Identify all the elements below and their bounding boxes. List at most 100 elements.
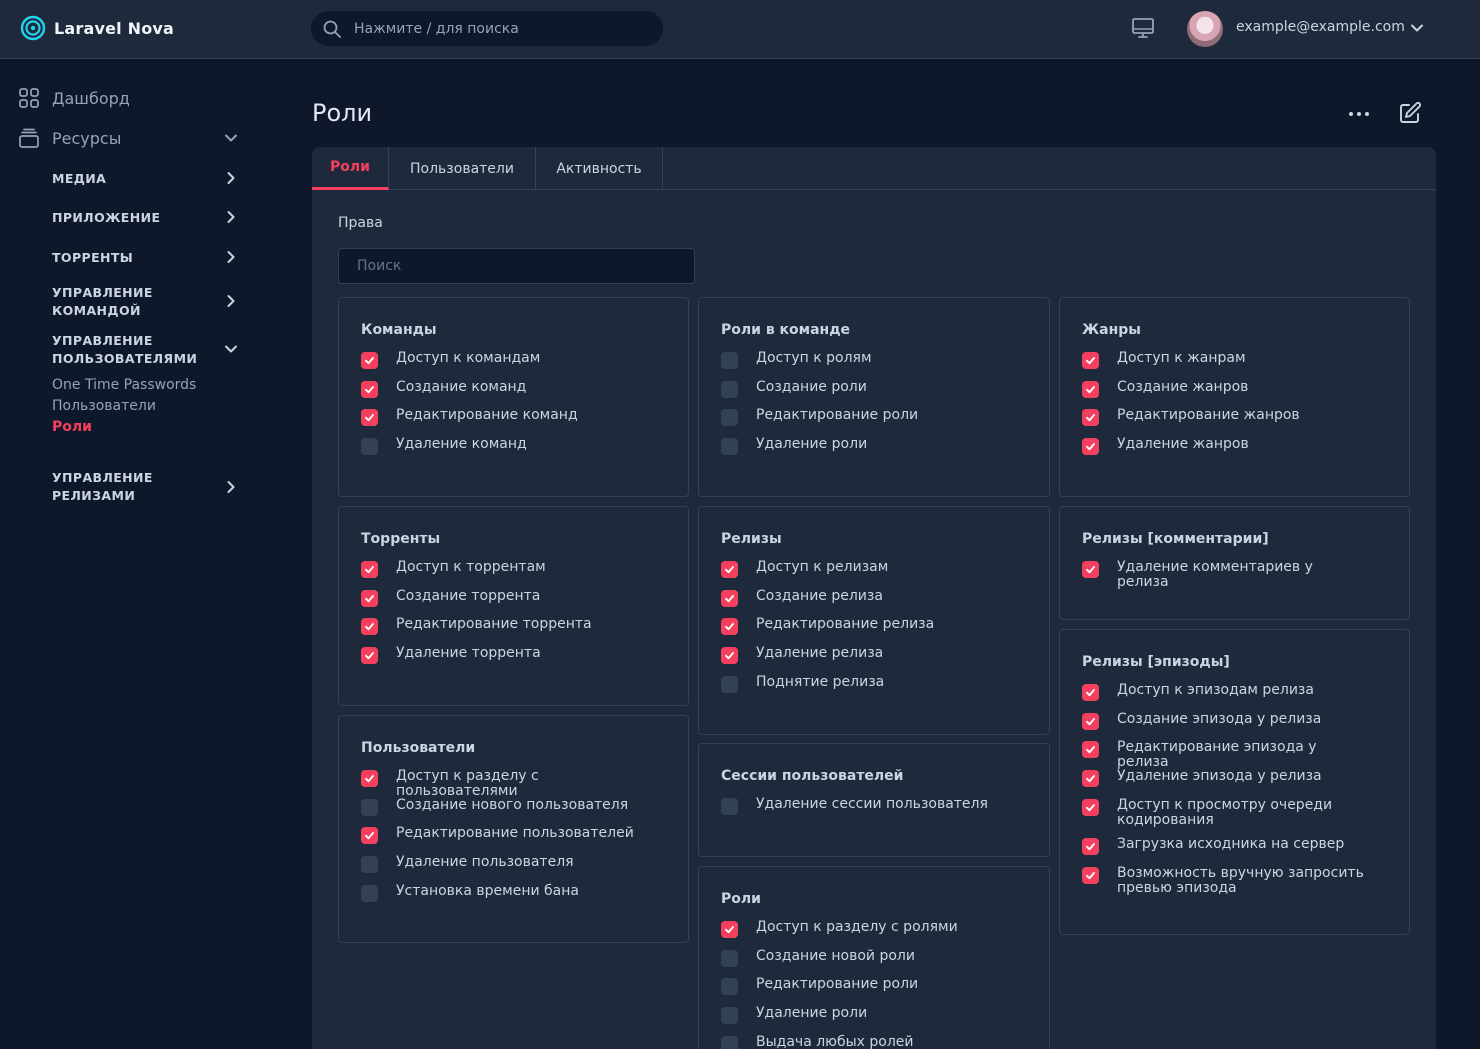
permission-item[interactable]: Редактирование торрента <box>361 617 646 636</box>
sidebar-item-roles[interactable]: Роли <box>52 419 92 435</box>
permission-checkbox[interactable] <box>721 1007 738 1025</box>
permission-checkbox[interactable] <box>721 352 738 369</box>
permission-checkbox[interactable] <box>1082 438 1099 456</box>
permission-checkbox[interactable] <box>1082 380 1099 398</box>
tab-activity[interactable]: Активность <box>536 147 663 190</box>
permission-item[interactable]: Доступ к разделу с пользователями <box>361 769 646 799</box>
sidebar-group-users[interactable]: УПРАВЛЕНИЕ ПОЛЬЗОВАТЕЛЯМИ <box>52 333 198 366</box>
permission-item[interactable]: Редактирование эпизода у релиза <box>1082 740 1367 770</box>
permission-checkbox[interactable] <box>361 856 378 874</box>
permission-checkbox[interactable] <box>721 380 738 398</box>
permission-item[interactable]: Загрузка исходника на сервер <box>1082 836 1367 855</box>
permission-item[interactable]: Редактирование команд <box>361 408 646 427</box>
permission-item[interactable]: Доступ к эпизодам релиза <box>1082 683 1367 701</box>
permission-checkbox[interactable] <box>361 647 378 665</box>
permission-item[interactable]: Выдача любых ролей <box>721 1034 1006 1049</box>
permission-item[interactable]: Доступ к торрентам <box>361 560 646 578</box>
permission-checkbox[interactable] <box>361 618 378 636</box>
permission-item[interactable]: Удаление пользователя <box>361 855 646 874</box>
permission-checkbox[interactable] <box>361 352 378 369</box>
permission-checkbox[interactable] <box>721 647 738 665</box>
permission-checkbox[interactable] <box>361 798 378 816</box>
permission-checkbox[interactable] <box>361 827 378 845</box>
chevron-right-icon[interactable] <box>224 171 238 185</box>
sidebar-group-app[interactable]: ПРИЛОЖЕНИЕ <box>52 210 161 225</box>
permission-checkbox[interactable] <box>1082 561 1099 578</box>
permission-checkbox[interactable] <box>361 884 378 902</box>
permission-item[interactable]: Удаление роли <box>721 1006 1006 1025</box>
permission-checkbox[interactable] <box>1082 712 1099 730</box>
permission-checkbox[interactable] <box>361 409 378 427</box>
app-logo[interactable]: Laravel Nova <box>20 15 174 41</box>
permission-item[interactable]: Редактирование роли <box>721 977 1006 996</box>
permission-item[interactable]: Редактирование релиза <box>721 617 1006 636</box>
permission-checkbox[interactable] <box>721 589 738 607</box>
sidebar-group-teams[interactable]: УПРАВЛЕНИЕ КОМАНДОЙ <box>52 285 153 318</box>
permission-item[interactable]: Удаление команд <box>361 437 646 456</box>
permission-item[interactable]: Создание релиза <box>721 588 1006 607</box>
permission-checkbox[interactable] <box>721 561 738 578</box>
permission-item[interactable]: Удаление комментариев у релиза <box>1082 560 1367 590</box>
permission-item[interactable]: Создание торрента <box>361 588 646 607</box>
permission-item[interactable]: Создание команд <box>361 379 646 398</box>
permission-checkbox[interactable] <box>721 409 738 427</box>
permission-item[interactable]: Редактирование роли <box>721 408 1006 427</box>
permission-checkbox[interactable] <box>361 770 378 787</box>
permission-item[interactable]: Редактирование жанров <box>1082 408 1367 427</box>
sidebar-group-torrents[interactable]: ТОРРЕНТЫ <box>52 250 134 265</box>
sidebar-item-resources[interactable]: Ресурсы <box>18 127 121 149</box>
permission-checkbox[interactable] <box>1082 409 1099 427</box>
permission-item[interactable]: Удаление сессии пользователя <box>721 797 1006 815</box>
theme-toggle-icon[interactable] <box>1131 16 1155 40</box>
user-email[interactable]: example@example.com <box>1236 19 1405 35</box>
chevron-down-icon[interactable] <box>224 131 238 145</box>
permission-checkbox[interactable] <box>721 675 738 693</box>
permission-checkbox[interactable] <box>1082 837 1099 855</box>
global-search[interactable]: Нажмите / для поиска <box>311 11 663 46</box>
permission-item[interactable]: Доступ к разделу с ролями <box>721 920 1006 938</box>
permission-checkbox[interactable] <box>1082 684 1099 701</box>
permission-checkbox[interactable] <box>1082 798 1099 816</box>
permission-item[interactable]: Доступ к командам <box>361 351 646 369</box>
tab-users[interactable]: Пользователи <box>389 147 536 190</box>
tab-roles[interactable]: Роли <box>312 147 389 190</box>
permission-item[interactable]: Создание эпизода у релиза <box>1082 711 1367 730</box>
chevron-down-icon[interactable] <box>1410 21 1424 35</box>
sidebar-item-users[interactable]: Пользователи <box>52 398 156 414</box>
permission-item[interactable]: Возможность вручную запросить превью эпи… <box>1082 865 1367 896</box>
chevron-right-icon[interactable] <box>224 250 238 264</box>
chevron-right-icon[interactable] <box>224 480 238 494</box>
permission-search-input[interactable]: Поиск <box>338 248 695 284</box>
chevron-right-icon[interactable] <box>224 210 238 224</box>
permission-item[interactable]: Доступ к жанрам <box>1082 351 1367 369</box>
chevron-down-icon[interactable] <box>224 342 238 356</box>
permission-item[interactable]: Поднятие релиза <box>721 674 1006 693</box>
avatar[interactable] <box>1187 11 1223 47</box>
permission-item[interactable]: Удаление эпизода у релиза <box>1082 769 1367 788</box>
permission-item[interactable]: Удаление торрента <box>361 646 646 665</box>
permission-item[interactable]: Доступ к ролям <box>721 351 1006 369</box>
permission-checkbox[interactable] <box>721 798 738 815</box>
chevron-right-icon[interactable] <box>224 294 238 308</box>
sidebar-group-media[interactable]: МЕДИА <box>52 171 107 186</box>
permission-item[interactable]: Редактирование пользователей <box>361 826 646 845</box>
permission-checkbox[interactable] <box>1082 741 1099 759</box>
permission-checkbox[interactable] <box>361 380 378 398</box>
permission-item[interactable]: Доступ к просмотру очереди кодирования <box>1082 797 1367 828</box>
more-actions-icon[interactable] <box>1347 105 1371 123</box>
permission-item[interactable]: Создание нового пользователя <box>361 797 646 816</box>
permission-checkbox[interactable] <box>721 978 738 996</box>
permission-item[interactable]: Создание новой роли <box>721 948 1006 967</box>
sidebar-item-otp[interactable]: One Time Passwords <box>52 377 197 393</box>
edit-icon[interactable] <box>1398 101 1422 125</box>
permission-checkbox[interactable] <box>721 921 738 938</box>
permission-item[interactable]: Удаление жанров <box>1082 437 1367 456</box>
permission-checkbox[interactable] <box>721 949 738 967</box>
permission-checkbox[interactable] <box>1082 770 1099 788</box>
permission-item[interactable]: Удаление релиза <box>721 646 1006 665</box>
permission-checkbox[interactable] <box>721 1035 738 1049</box>
permission-checkbox[interactable] <box>361 438 378 456</box>
permission-checkbox[interactable] <box>361 589 378 607</box>
permission-item[interactable]: Создание жанров <box>1082 379 1367 398</box>
permission-checkbox[interactable] <box>1082 866 1099 884</box>
